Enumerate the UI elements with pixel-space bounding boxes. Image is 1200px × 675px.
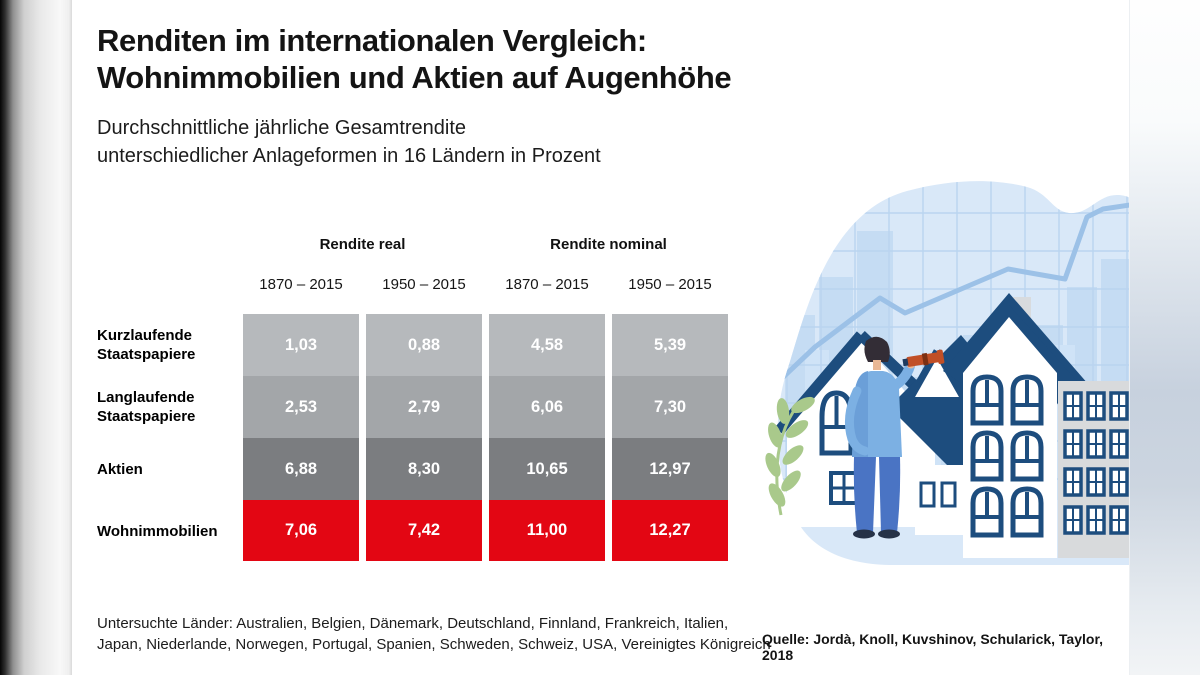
returns-table: 1,03 0,88 4,58 5,39 2,53 2,79 6,06 7,30 … (243, 314, 728, 561)
column-header-nominal-1950: 1950 – 2015 (628, 276, 712, 293)
row-label-equities: Aktien (97, 460, 143, 478)
table-cell: 5,39 (612, 314, 728, 376)
table-cell: 0,88 (366, 314, 482, 376)
row-label-short-term-bonds: Kurzlaufende Staatspapiere (97, 327, 196, 363)
hair (864, 336, 890, 362)
row-label-long-term-bonds: Langlaufende Staatspapiere (97, 389, 196, 425)
column-header-real-1950: 1950 – 2015 (382, 276, 466, 293)
row-label-housing: Wohnimmobilien (97, 522, 218, 540)
table-cell: 7,30 (612, 376, 728, 438)
countries-note: Untersuchte Länder: Australien, Belgien,… (97, 615, 771, 653)
telescope-icon (902, 349, 945, 367)
table-cell: 4,58 (489, 314, 605, 376)
left-letterbox-gradient (0, 0, 72, 675)
table-cell: 8,30 (366, 438, 482, 500)
table-cell: 2,79 (366, 376, 482, 438)
investor-man (844, 336, 945, 539)
table-cell: 12,97 (612, 438, 728, 500)
table-cell: 6,88 (243, 438, 359, 500)
source-credit: Quelle: Jordà, Knoll, Kuvshinov, Schular… (762, 631, 1104, 663)
table-cell: 6,06 (489, 376, 605, 438)
infographic-content: Renditen im internationalen Vergleich: W… (72, 0, 1129, 675)
trend-line (777, 202, 1129, 386)
plant-sprig (765, 396, 815, 516)
table-cell: 11,00 (489, 500, 605, 561)
table-cell: 10,65 (489, 438, 605, 500)
table-cell: 1,03 (243, 314, 359, 376)
investor-houses-illustration (765, 181, 1129, 565)
page-subtitle: Durchschnittliche jährliche Gesamtrendit… (97, 117, 601, 167)
column-header-nominal-1870: 1870 – 2015 (505, 276, 589, 293)
column-group-header-real: Rendite real (319, 236, 406, 253)
trousers (853, 457, 876, 533)
table-cell: 12,27 (612, 500, 728, 561)
column-group-header-nominal: Rendite nominal (550, 236, 667, 253)
right-letterbox-gradient (1129, 0, 1200, 675)
table-cell: 2,53 (243, 376, 359, 438)
table-cell: 7,06 (243, 500, 359, 561)
table-cell: 7,42 (366, 500, 482, 561)
column-header-real-1870: 1870 – 2015 (259, 276, 343, 293)
page-title: Renditen im internationalen Vergleich: W… (97, 23, 732, 95)
